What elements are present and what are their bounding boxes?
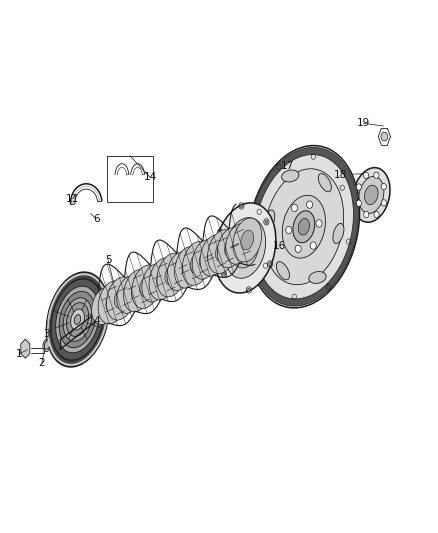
Ellipse shape	[106, 277, 134, 320]
Ellipse shape	[233, 235, 245, 253]
Ellipse shape	[241, 230, 254, 250]
Text: 6: 6	[93, 214, 99, 224]
Text: 2: 2	[39, 358, 45, 368]
Text: 18: 18	[334, 170, 347, 180]
Ellipse shape	[140, 277, 152, 296]
Circle shape	[265, 220, 268, 223]
Circle shape	[269, 262, 272, 265]
Ellipse shape	[282, 195, 325, 258]
Text: 19: 19	[357, 118, 370, 128]
Ellipse shape	[131, 281, 144, 300]
Circle shape	[273, 242, 280, 251]
Ellipse shape	[282, 170, 299, 182]
Circle shape	[374, 172, 379, 179]
Ellipse shape	[225, 217, 266, 278]
Text: 5: 5	[105, 255, 111, 264]
Text: 14: 14	[144, 172, 157, 182]
Ellipse shape	[175, 246, 202, 288]
Polygon shape	[21, 339, 30, 358]
Ellipse shape	[231, 228, 259, 268]
Ellipse shape	[71, 309, 85, 330]
Circle shape	[240, 204, 243, 207]
Ellipse shape	[149, 258, 177, 300]
Ellipse shape	[132, 265, 160, 309]
Ellipse shape	[142, 264, 167, 302]
Ellipse shape	[293, 211, 315, 243]
Ellipse shape	[67, 303, 88, 336]
Ellipse shape	[98, 281, 126, 324]
Circle shape	[291, 204, 297, 212]
Bar	[107, 156, 152, 203]
Ellipse shape	[114, 289, 127, 308]
Ellipse shape	[214, 203, 276, 293]
Ellipse shape	[199, 251, 211, 268]
Ellipse shape	[74, 314, 81, 325]
Ellipse shape	[167, 252, 192, 290]
Ellipse shape	[353, 167, 390, 222]
Ellipse shape	[318, 174, 332, 192]
Circle shape	[307, 201, 313, 208]
Text: 3: 3	[43, 329, 49, 340]
Ellipse shape	[59, 292, 96, 348]
Ellipse shape	[92, 288, 116, 325]
Ellipse shape	[264, 210, 275, 230]
Ellipse shape	[44, 341, 50, 349]
Ellipse shape	[200, 235, 227, 276]
Circle shape	[247, 288, 250, 292]
Ellipse shape	[309, 271, 326, 284]
Circle shape	[295, 245, 301, 253]
Ellipse shape	[333, 223, 344, 244]
Text: 11: 11	[66, 193, 79, 204]
Circle shape	[316, 220, 322, 227]
Circle shape	[364, 212, 369, 218]
Circle shape	[223, 272, 225, 276]
Circle shape	[219, 230, 221, 233]
Ellipse shape	[63, 298, 92, 341]
Circle shape	[356, 184, 361, 190]
Ellipse shape	[157, 270, 169, 288]
Text: 15: 15	[209, 247, 222, 257]
Text: 17: 17	[281, 161, 294, 171]
Ellipse shape	[248, 146, 360, 308]
Ellipse shape	[43, 338, 51, 352]
Ellipse shape	[208, 230, 236, 273]
Ellipse shape	[124, 269, 152, 312]
Ellipse shape	[46, 272, 109, 367]
Text: 1: 1	[15, 349, 22, 359]
Ellipse shape	[157, 253, 186, 297]
Ellipse shape	[192, 240, 218, 279]
Ellipse shape	[276, 262, 290, 280]
Ellipse shape	[225, 239, 236, 257]
Ellipse shape	[359, 176, 384, 213]
Text: 16: 16	[272, 241, 286, 252]
Circle shape	[364, 172, 369, 179]
Ellipse shape	[190, 254, 203, 273]
Circle shape	[374, 211, 379, 217]
Ellipse shape	[249, 147, 358, 306]
Ellipse shape	[264, 169, 344, 285]
Ellipse shape	[165, 265, 178, 285]
Ellipse shape	[182, 241, 211, 285]
Ellipse shape	[106, 293, 118, 312]
Circle shape	[381, 132, 388, 141]
Circle shape	[381, 183, 386, 190]
Ellipse shape	[117, 276, 141, 313]
Circle shape	[310, 242, 316, 249]
Ellipse shape	[56, 286, 99, 353]
Ellipse shape	[96, 308, 106, 316]
Ellipse shape	[182, 258, 194, 277]
Ellipse shape	[226, 223, 252, 264]
Ellipse shape	[217, 228, 244, 268]
Ellipse shape	[298, 219, 310, 235]
Text: 4: 4	[94, 316, 100, 326]
Circle shape	[286, 227, 292, 234]
Ellipse shape	[254, 155, 353, 299]
Ellipse shape	[215, 242, 228, 262]
Ellipse shape	[233, 218, 261, 262]
Ellipse shape	[364, 185, 378, 205]
Ellipse shape	[208, 246, 219, 265]
Ellipse shape	[51, 279, 104, 360]
Circle shape	[356, 200, 361, 206]
Circle shape	[381, 200, 386, 206]
